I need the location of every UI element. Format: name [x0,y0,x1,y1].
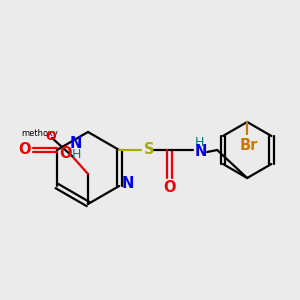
Text: N: N [195,145,207,160]
Text: O: O [46,130,56,142]
Text: S: S [144,142,154,158]
Text: H: H [71,148,81,160]
Text: O: O [163,181,175,196]
Text: O: O [59,146,71,161]
Text: H: H [194,136,204,148]
Text: O: O [19,142,31,158]
Text: N: N [70,136,82,152]
Text: N: N [122,176,134,190]
Text: methoxy: methoxy [22,128,58,137]
Text: Br: Br [240,137,258,152]
